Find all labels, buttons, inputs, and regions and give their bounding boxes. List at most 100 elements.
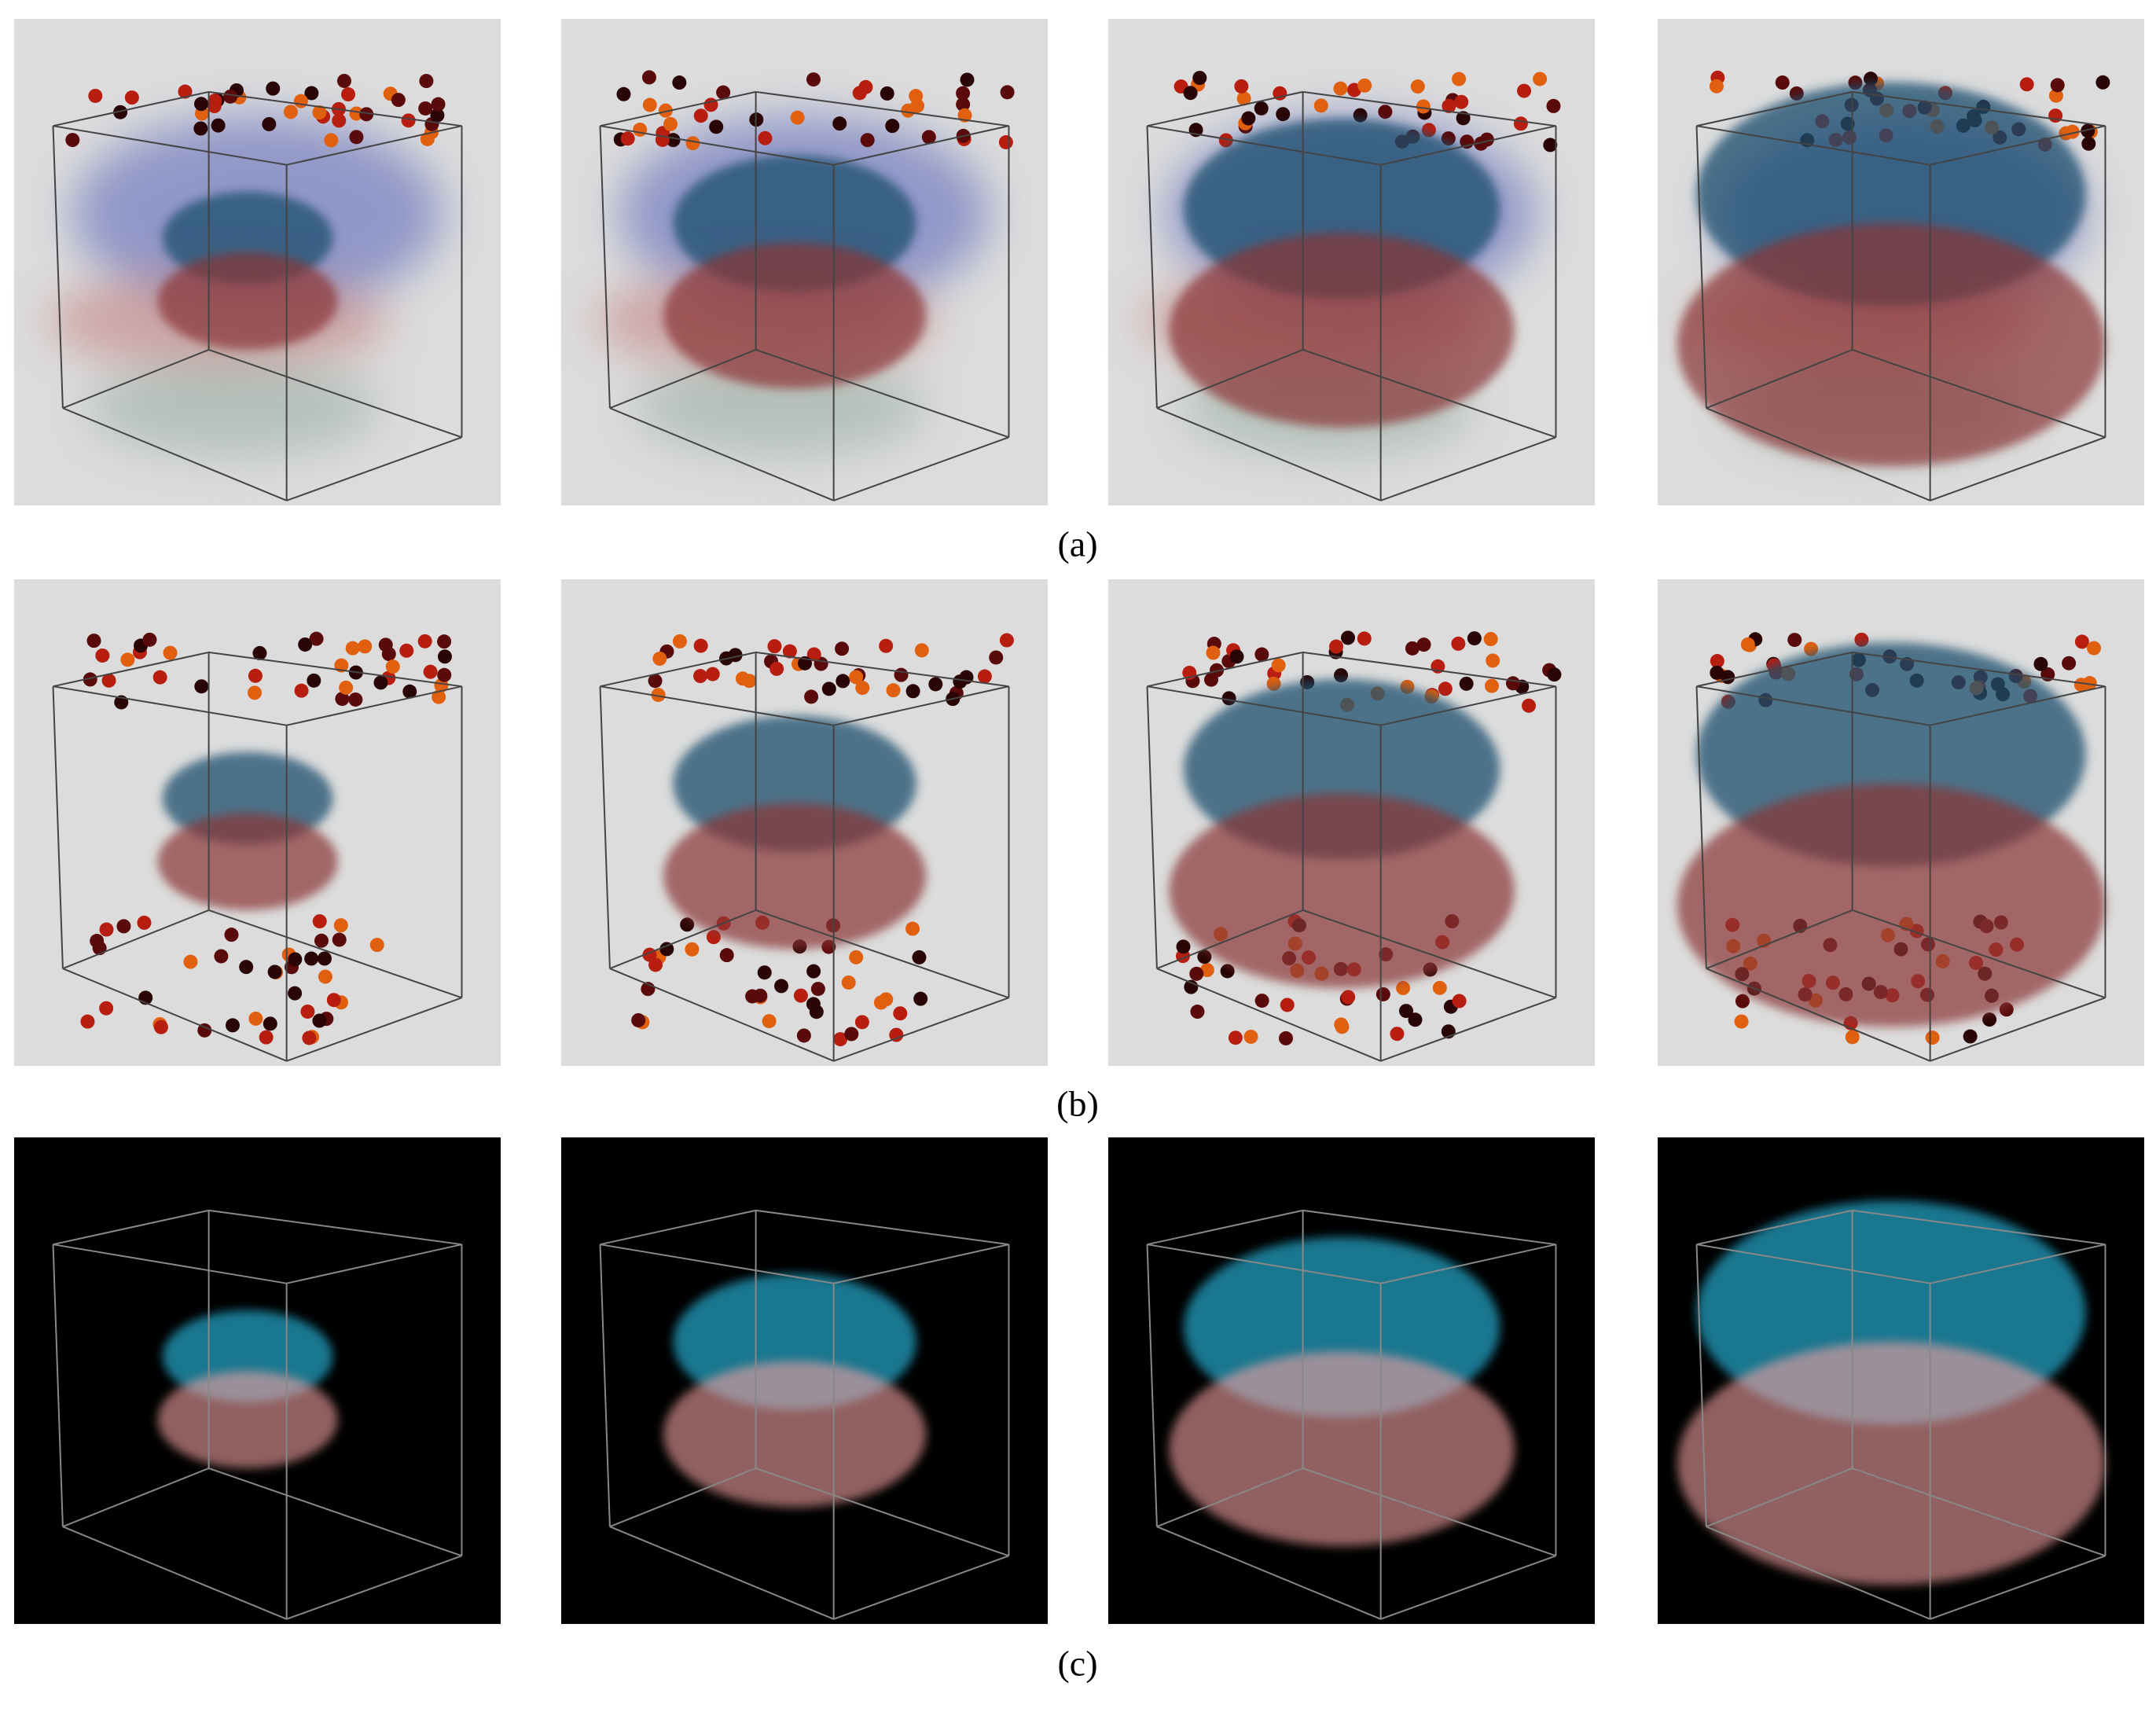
cube-edge [52,1244,64,1527]
particle [2082,676,2097,691]
particle [1474,136,1489,151]
particle [1734,1014,1749,1029]
particle [294,683,309,698]
cube-edge [1302,651,1556,688]
particle [1452,72,1467,86]
cube-edge [1147,651,1303,688]
particle [283,105,298,119]
cube-edge [1302,1209,1556,1246]
cube-edge [1146,126,1158,409]
particle [806,72,821,87]
particle [2081,136,2096,151]
cube-edge [600,685,834,726]
particle [1280,997,1295,1012]
particle [324,133,339,148]
fiber-cluster [663,803,927,950]
particle [1376,986,1390,1001]
particle [641,70,656,85]
particle [326,993,341,1008]
cube-edge [833,125,1009,166]
particle [1513,116,1528,131]
cube-edge [208,909,462,999]
cube-edge [1380,997,1556,1062]
particle [809,1005,824,1019]
panel [1658,19,2144,505]
cube-edge [1930,685,2106,726]
particle [1353,108,1368,123]
particle [631,1012,646,1027]
cube-edge [208,1467,462,1557]
cube-edge [609,407,835,501]
particle [1334,668,1349,683]
particle [2087,641,2102,656]
particle [1740,637,1755,652]
particle [709,119,724,134]
particle [418,101,433,116]
particle [693,108,708,123]
cube-edge [833,1555,1009,1620]
particle [2033,656,2048,671]
cube-edge [286,997,462,1062]
particle [651,688,666,703]
fiber-cluster [1169,233,1515,428]
cube-edge [1156,968,1382,1062]
particle [420,131,435,146]
particle [1735,994,1750,1008]
cube-edge [1147,90,1303,127]
particle [99,1001,114,1016]
particle [1254,994,1269,1008]
particle [806,964,821,979]
particle [430,108,445,123]
panel [561,19,1048,505]
particle [804,689,819,704]
particle [1206,645,1221,660]
particle [349,130,364,145]
particle [333,918,348,933]
particle [309,631,324,646]
particle [1333,81,1348,96]
cube-edge [208,1209,462,1246]
particle [956,97,971,112]
particle [769,661,784,676]
fiber-cluster [1169,1351,1515,1546]
particle [1243,1029,1258,1044]
cube-edge [609,1467,756,1528]
particle [225,1018,240,1033]
panel [1658,579,2144,1066]
cube-edge [599,1244,611,1527]
particle [99,922,114,937]
particle [1254,647,1269,662]
particle [1442,98,1456,113]
fiber-cluster [157,813,338,910]
cube-edge [1930,1555,2106,1620]
particle [359,107,374,122]
particle [432,689,446,704]
panel [14,579,501,1066]
particle [1410,79,1425,94]
particle [1276,107,1291,122]
cube-edge [52,126,64,409]
particle [417,634,432,648]
particle [844,1027,859,1042]
cube-edge [1706,348,1853,410]
cube-edge [1852,1467,2106,1557]
particle [302,1031,317,1045]
particle [1864,72,1879,86]
particle [1467,631,1482,646]
panel [561,579,1048,1066]
particle [1398,1004,1413,1019]
particle [705,667,720,681]
particle [2048,88,2063,103]
particle [880,86,894,101]
cube-edge [755,90,1009,127]
cube-edge [62,1526,288,1620]
cube-edge [1156,407,1382,501]
cube-edge [208,90,462,127]
particle [2081,123,2095,138]
particle [300,1004,315,1019]
particle [1220,964,1235,979]
particle [854,1015,869,1030]
cube-edge [1930,125,2106,166]
cube-edge [286,685,462,726]
cube-edge [1706,909,1853,970]
